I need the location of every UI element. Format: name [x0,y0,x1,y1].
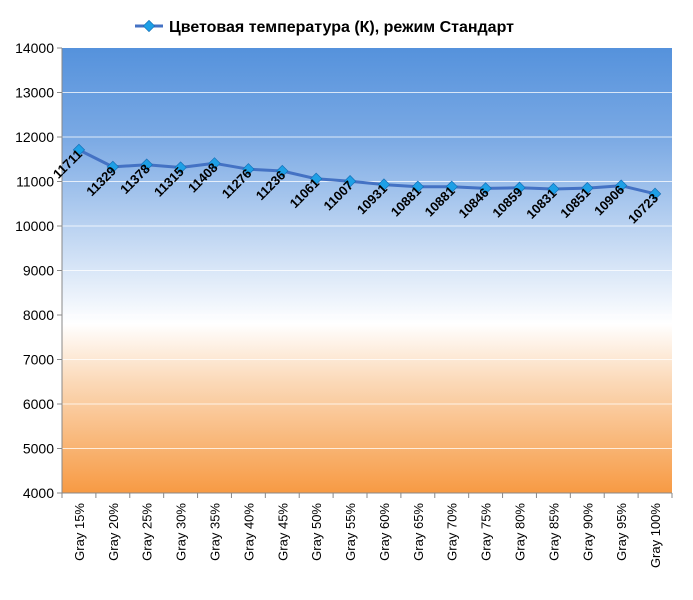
x-tick-label: Gray 75% [479,503,494,561]
x-tick-label: Gray 15% [72,503,87,561]
x-tick-label: Gray 50% [309,503,324,561]
data-point-marker [343,175,357,188]
data-point-marker [615,179,628,192]
x-tick-label: Gray 45% [275,503,290,561]
x-tick-label: Gray 35% [208,503,223,561]
x-axis-ticks: Gray 15% Gray 20% Gray 25% Gray 30% Gray 35%… [61,493,673,568]
x-tick-label: Gray 85% [546,503,561,561]
data-point-marker [513,181,526,194]
x-tick-label: Gray 90% [580,503,595,561]
data-point-marker [208,157,221,170]
x-tick-label: Gray 40% [241,503,256,561]
data-point-marker [242,163,255,176]
data-point-marker [377,178,391,191]
y-tick-label: 14000 [15,40,54,56]
x-tick-label: Gray 70% [445,503,460,561]
data-point-marker [72,143,86,157]
x-tick-label: Gray 95% [614,503,629,561]
legend-label: Цветовая температура (К), режим Стандарт [169,19,514,36]
x-tick-label: Gray 20% [106,503,121,561]
y-tick-label: 8000 [23,307,54,323]
x-tick-label: Gray 30% [174,503,189,561]
y-tick-label: 6000 [23,396,54,412]
y-tick-label: 12000 [15,129,54,145]
data-point-marker [648,187,662,200]
x-tick-label: Gray 55% [343,503,358,561]
gridlines [62,92,672,449]
y-tick-label: 7000 [23,352,54,368]
y-tick-label: 5000 [23,441,54,457]
data-point-marker [445,180,458,193]
legend: Цветовая температура (К), режим Стандарт [135,19,514,36]
y-tick-label: 10000 [15,218,54,234]
legend-marker-icon [142,19,156,33]
series-markers [72,143,662,200]
x-tick-label: Gray 60% [377,503,392,561]
data-point-marker [276,164,289,178]
y-tick-label: 11000 [16,174,54,190]
y-tick-label: 13000 [15,85,54,101]
data-point-marker [310,172,323,185]
y-axis-ticks: 4000 5000 6000 7000 8000 9000 10000 11000 12000 1… [15,40,62,501]
x-tick-label: Gray 65% [411,503,426,561]
x-tick-label: Gray 100% [648,503,663,568]
y-tick-label: 9000 [23,263,54,279]
x-tick-label: Gray 80% [513,503,528,561]
x-tick-label: Gray 25% [140,503,155,561]
y-tick-label: 4000 [23,485,54,501]
data-point-marker [581,181,594,195]
data-point-marker [479,182,492,195]
data-point-marker [411,180,424,193]
data-point-marker [174,161,187,174]
data-point-marker [106,160,119,174]
data-point-marker [140,158,153,171]
data-point-marker [547,182,560,196]
